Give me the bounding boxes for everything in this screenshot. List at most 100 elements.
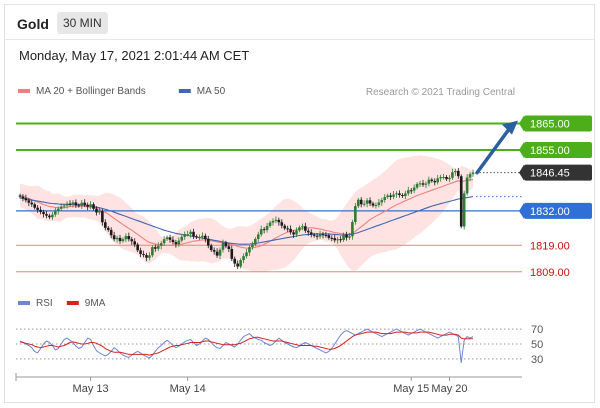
candle-body xyxy=(142,254,145,256)
candle-body xyxy=(327,235,331,238)
candle-body xyxy=(201,235,204,238)
candle-body xyxy=(59,206,63,209)
candle-body xyxy=(195,236,198,238)
candle-body xyxy=(306,230,310,233)
candle-body xyxy=(95,208,98,213)
candle-body xyxy=(292,232,295,235)
candle-body xyxy=(233,258,237,264)
candle-body xyxy=(183,234,187,237)
candle-body xyxy=(139,250,142,255)
rsi-line xyxy=(19,328,474,364)
candle-body xyxy=(83,202,87,205)
legend-label: RSI xyxy=(36,298,53,309)
candle-body xyxy=(371,203,375,206)
candle-body xyxy=(45,214,48,216)
candle-body xyxy=(445,177,448,180)
candle-body xyxy=(304,226,307,231)
candle-body xyxy=(215,251,219,256)
candle-body xyxy=(345,234,348,238)
candle-body xyxy=(465,177,469,194)
candle-body xyxy=(298,227,301,231)
bollinger-band xyxy=(20,155,473,273)
level-tag-pointer xyxy=(519,142,524,158)
candle-body xyxy=(136,244,139,251)
candle-body xyxy=(254,238,257,245)
level-tag-pointer xyxy=(519,115,524,132)
timeframe-badge[interactable]: 30 MIN xyxy=(57,12,108,34)
candle-body xyxy=(30,202,34,205)
candle-body xyxy=(130,239,134,242)
candle-body xyxy=(392,194,395,197)
candle-body xyxy=(242,256,245,261)
candle-body xyxy=(404,193,407,197)
candle-body xyxy=(71,202,75,204)
candle-body xyxy=(339,239,342,241)
level-tag-pointer xyxy=(519,202,524,219)
candle-body xyxy=(248,247,251,253)
candle-body xyxy=(348,236,351,238)
x-tick-label: May 13 xyxy=(73,383,109,395)
candle-body xyxy=(209,245,213,251)
candle-body xyxy=(115,237,119,240)
candle-body xyxy=(259,229,263,235)
candle-body xyxy=(330,237,334,239)
candle-body xyxy=(51,214,54,218)
candle-body xyxy=(374,205,378,207)
candle-body xyxy=(24,198,28,201)
candle-body xyxy=(359,199,363,205)
candle-body xyxy=(324,234,328,236)
candle-body xyxy=(436,178,440,183)
candle-body xyxy=(198,237,201,239)
candle-body xyxy=(21,196,25,199)
candle-body xyxy=(224,242,228,247)
candle-body xyxy=(39,209,42,212)
candle-body xyxy=(230,249,234,259)
candle-body xyxy=(159,243,163,246)
candle-body xyxy=(133,241,137,245)
candle-body xyxy=(118,237,122,242)
candle-body xyxy=(333,238,337,241)
candle-body xyxy=(80,202,84,206)
candle-body xyxy=(377,202,381,206)
candle-body xyxy=(48,215,51,218)
candle-body xyxy=(236,263,239,267)
level-label: 1819.00 xyxy=(530,240,570,252)
candle-body xyxy=(171,239,175,243)
legend-label: MA 50 xyxy=(197,86,226,97)
level-tag xyxy=(524,202,592,219)
candle-body xyxy=(62,205,66,207)
candle-body xyxy=(286,228,289,230)
candle-body xyxy=(33,204,37,208)
candle-body xyxy=(262,229,266,231)
candle-body xyxy=(351,222,354,237)
candle-body xyxy=(268,222,272,226)
candle-body xyxy=(121,239,125,242)
candle-body xyxy=(406,190,410,194)
candle-body xyxy=(68,203,72,205)
candle-body xyxy=(65,203,69,206)
candle-body xyxy=(56,208,60,212)
candle-body xyxy=(362,203,366,205)
candle-body xyxy=(221,242,225,250)
x-tick-label: May 14 xyxy=(170,383,206,395)
candle-body xyxy=(192,231,195,237)
forecast-arrow-shaft xyxy=(475,128,510,175)
candle-body xyxy=(471,172,475,175)
candle-body xyxy=(109,229,113,236)
candle-body xyxy=(127,236,131,240)
candle-body xyxy=(74,202,78,206)
level-tag-pointer xyxy=(519,164,524,181)
candle-body xyxy=(256,234,260,239)
candle-body xyxy=(415,183,419,188)
candle-body xyxy=(180,236,184,241)
candle-body xyxy=(315,235,319,237)
candle-body xyxy=(189,231,192,235)
candle-body xyxy=(442,177,445,178)
widget-header: Gold 30 MIN xyxy=(5,5,594,40)
candle-body xyxy=(312,234,316,236)
legend-swatch xyxy=(178,89,191,93)
legend-label: MA 20 + Bollinger Bands xyxy=(36,86,146,97)
ma9-line xyxy=(19,331,473,356)
level-tag xyxy=(524,115,592,132)
candle-body xyxy=(151,247,154,256)
